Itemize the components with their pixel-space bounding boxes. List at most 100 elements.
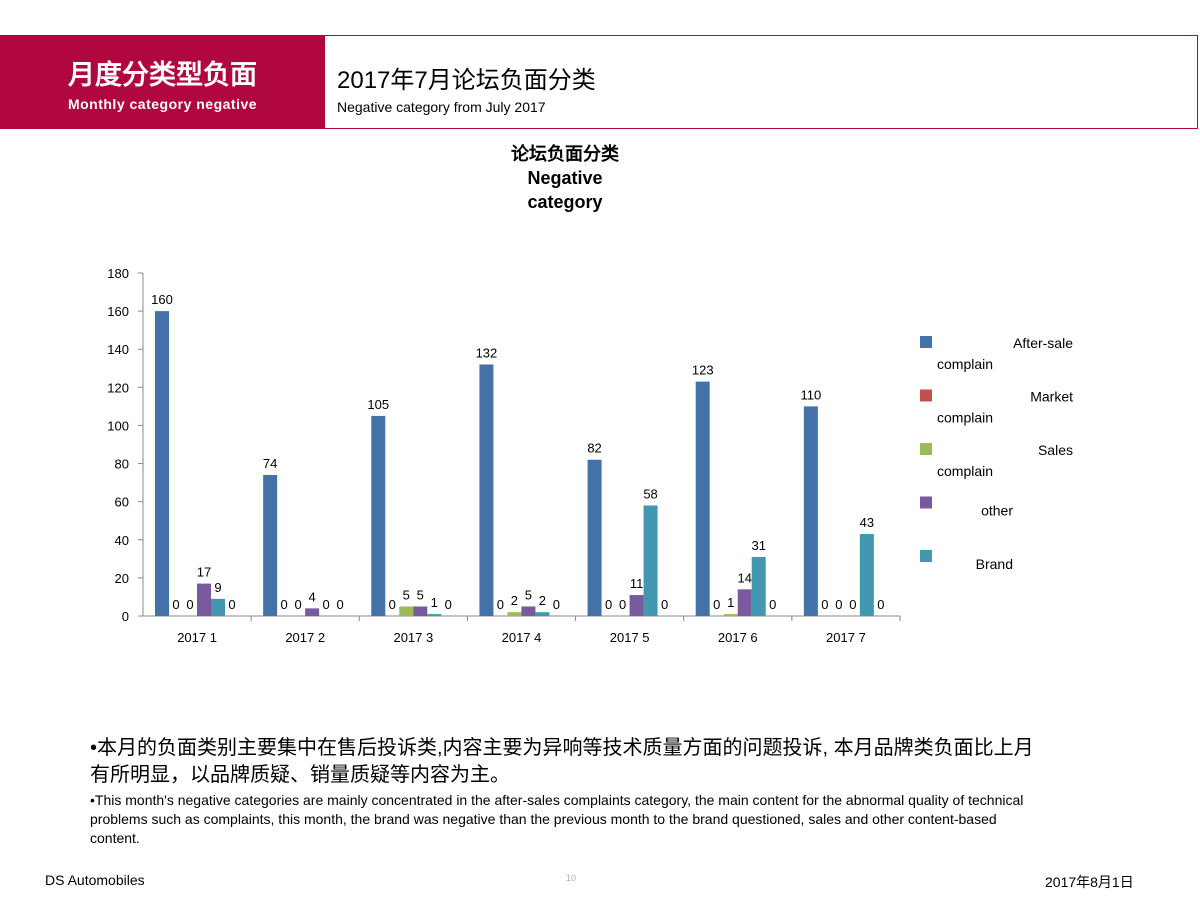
data-label: 0 (337, 597, 344, 612)
data-label: 0 (497, 597, 504, 612)
data-label: 105 (367, 397, 389, 412)
bar (507, 612, 522, 616)
data-label: 0 (835, 597, 842, 612)
bar (263, 474, 278, 616)
data-label: 74 (263, 456, 277, 471)
data-label: 0 (389, 597, 396, 612)
data-label: 0 (661, 597, 668, 612)
y-tick-label: 180 (107, 266, 129, 281)
data-label: 17 (197, 565, 211, 580)
chart-title: 论坛负面分类 (511, 143, 620, 164)
data-label: 43 (860, 515, 874, 530)
data-label: 0 (295, 597, 302, 612)
bar (521, 606, 536, 616)
data-label: 14 (737, 570, 751, 585)
footer-date: 2017年8月1日 (1045, 874, 1134, 890)
x-tick-label: 2017 1 (177, 630, 217, 645)
x-tick-label: 2017 2 (285, 630, 325, 645)
legend-label: complain (937, 463, 993, 479)
legend-swatch (920, 336, 932, 348)
bar (535, 612, 550, 616)
x-tick-label: 2017 3 (393, 630, 433, 645)
bar (643, 505, 658, 616)
bullet-chinese: •本月的负面类别主要集中在售后投诉类,内容主要为异响等技术质量方面的问题投诉, … (90, 737, 1034, 786)
bar (427, 614, 442, 616)
section-header: 月度分类型负面 Monthly category negative (0, 35, 325, 129)
slide-subtitle: Negative category from July 2017 (337, 99, 546, 115)
data-label: 4 (309, 589, 316, 604)
data-label: 160 (151, 292, 173, 307)
bullet-english: •This month's negative categories are ma… (90, 792, 1024, 846)
data-label: 82 (587, 441, 601, 456)
data-label: 5 (403, 587, 410, 602)
chart-title: Negative (527, 168, 602, 188)
bar (803, 406, 818, 616)
data-label: 0 (281, 597, 288, 612)
data-label: 1 (727, 595, 734, 610)
data-label: 0 (605, 597, 612, 612)
data-label: 0 (877, 597, 884, 612)
bar (479, 364, 494, 616)
bar (155, 311, 169, 616)
page-number: 10 (566, 873, 577, 883)
legend-label: Sales (1038, 442, 1073, 458)
bar (695, 381, 710, 616)
data-label: 0 (445, 597, 452, 612)
data-label: 0 (849, 597, 856, 612)
data-label: 58 (643, 486, 657, 501)
y-tick-label: 140 (107, 342, 129, 357)
slide-title: 2017年7月论坛负面分类 (337, 67, 596, 94)
bar (751, 556, 766, 616)
data-label: 132 (476, 345, 498, 360)
section-title: 月度分类型负面 (68, 60, 257, 90)
data-label: 0 (228, 597, 235, 612)
data-label: 5 (525, 587, 532, 602)
bar (399, 606, 414, 616)
data-label: 0 (821, 597, 828, 612)
bar (305, 608, 320, 616)
bar (587, 459, 602, 616)
y-tick-label: 60 (115, 495, 129, 510)
bar (413, 606, 428, 616)
data-label: 0 (713, 597, 720, 612)
x-tick-label: 2017 6 (718, 630, 758, 645)
legend-swatch (920, 443, 932, 455)
data-label: 1 (431, 595, 438, 610)
data-label: 11 (630, 576, 644, 591)
data-label: 110 (800, 387, 821, 402)
data-label: 123 (692, 363, 714, 378)
bar (197, 583, 211, 616)
y-tick-label: 40 (115, 533, 129, 548)
bar (723, 614, 738, 616)
data-label: 5 (417, 587, 424, 602)
data-label: 31 (751, 538, 765, 553)
data-label: 0 (619, 597, 626, 612)
legend-label: Brand (976, 556, 1013, 572)
y-tick-label: 20 (115, 571, 129, 586)
y-tick-label: 160 (107, 304, 129, 319)
chart-title: category (527, 192, 602, 212)
data-label: 2 (511, 593, 518, 608)
legend-label: complain (937, 410, 993, 426)
bar (211, 598, 225, 616)
legend-label: other (981, 503, 1013, 519)
y-tick-label: 120 (107, 380, 129, 395)
data-label: 0 (323, 597, 330, 612)
legend-label: complain (937, 356, 993, 372)
bar (859, 534, 874, 616)
data-label: 9 (214, 580, 221, 595)
data-label: 0 (769, 597, 776, 612)
footer-company: DS Automobiles (45, 872, 145, 888)
data-label: 0 (186, 597, 193, 612)
legend-label: Market (1030, 389, 1073, 405)
bar (737, 589, 752, 616)
data-label: 0 (553, 597, 560, 612)
data-label: 0 (172, 597, 179, 612)
x-tick-label: 2017 7 (826, 630, 866, 645)
legend-label: After-sale (1013, 335, 1073, 351)
legend-swatch (920, 496, 932, 509)
legend-swatch (920, 550, 932, 562)
bar-chart: 论坛负面分类Negativecategory020406080100120140… (107, 143, 1073, 645)
slide-header: 2017年7月论坛负面分类 Negative category from Jul… (325, 35, 1198, 129)
y-tick-label: 0 (122, 609, 129, 624)
